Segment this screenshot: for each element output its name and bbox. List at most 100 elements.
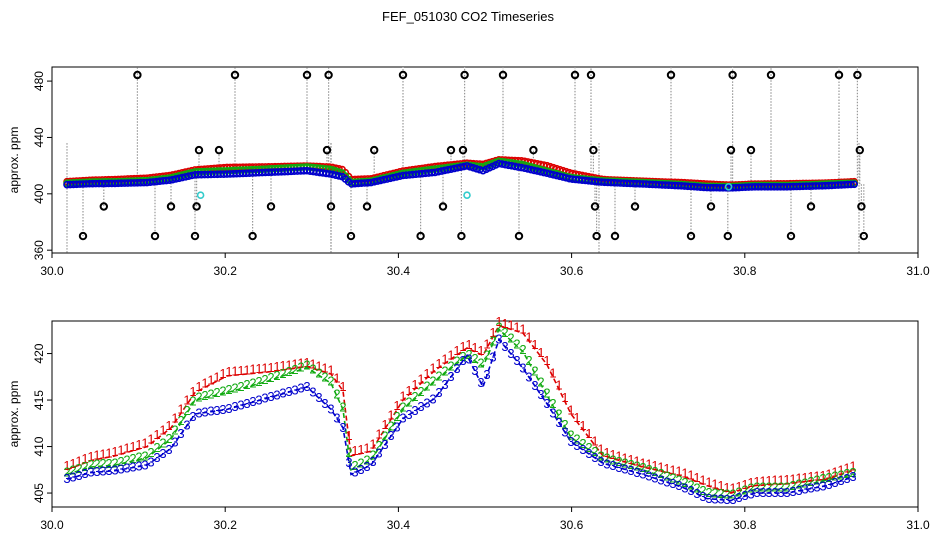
series-marker-1: 1 xyxy=(459,339,466,354)
series-marker-2: 2 xyxy=(591,444,598,459)
series-marker-2: 2 xyxy=(435,368,442,383)
series-marker-1: 1 xyxy=(435,356,442,371)
series-marker-1: 1 xyxy=(813,469,820,484)
series-marker-1: 1 xyxy=(495,314,502,329)
outlier-point xyxy=(133,70,142,80)
series-marker-2: 2 xyxy=(69,463,76,478)
series-line-1 xyxy=(66,324,856,494)
top-series-band xyxy=(63,156,859,192)
series-marker-2: 2 xyxy=(705,485,712,500)
series-marker-2: 2 xyxy=(195,389,202,404)
series-marker-2: 2 xyxy=(297,360,304,375)
series-marker-1: 1 xyxy=(81,451,88,466)
outlier-point xyxy=(746,145,756,155)
series-marker-1: 1 xyxy=(309,357,316,372)
series-marker-3: 3 xyxy=(639,466,646,481)
series-marker-2: 2 xyxy=(399,399,406,414)
series-marker-1: 1 xyxy=(759,473,766,488)
series-marker-1: 1 xyxy=(357,442,364,457)
series-marker-2: 2 xyxy=(465,347,472,362)
series-marker-1: 1 xyxy=(345,428,352,443)
series-marker-3: 3 xyxy=(747,486,754,501)
series-marker-2: 2 xyxy=(213,385,220,400)
series-marker-3: 3 xyxy=(405,407,412,422)
series-marker-3: 3 xyxy=(273,387,280,402)
series-marker-3: 3 xyxy=(849,469,856,484)
outlier-point xyxy=(446,145,456,155)
outlier-point xyxy=(194,145,204,155)
series-marker-1: 1 xyxy=(687,468,694,483)
series-marker-1: 1 xyxy=(117,442,124,457)
series-marker-3: 3 xyxy=(729,492,736,507)
series-marker-1: 1 xyxy=(441,352,448,367)
series-marker-1: 1 xyxy=(645,457,652,472)
bottom-ytick-label: 410 xyxy=(32,436,46,456)
series-marker-2: 2 xyxy=(741,483,748,498)
series-marker-3: 3 xyxy=(459,353,466,368)
series-marker-2: 2 xyxy=(549,396,556,411)
bottom-plot-frame xyxy=(51,320,919,508)
series-marker-3: 3 xyxy=(165,442,172,457)
series-marker-3: 3 xyxy=(99,464,106,479)
series-marker-1: 1 xyxy=(387,408,394,423)
series-marker-3: 3 xyxy=(81,466,88,481)
series-marker-3: 3 xyxy=(411,403,418,418)
series-marker-3: 3 xyxy=(195,405,202,420)
outlier-point xyxy=(586,70,596,80)
top-xtick-label: 31.0 xyxy=(906,264,930,278)
series-marker-2: 2 xyxy=(303,358,310,373)
series-marker-1: 1 xyxy=(795,471,802,486)
bottom-ytick-label: 405 xyxy=(32,483,46,503)
outlier-point xyxy=(398,70,408,80)
outlier-point xyxy=(458,145,468,155)
series-marker-2: 2 xyxy=(501,325,508,340)
outlier-point xyxy=(514,231,524,241)
series-marker-3: 3 xyxy=(657,472,664,487)
series-marker-2: 2 xyxy=(723,487,730,502)
outlier-point xyxy=(706,202,716,211)
series-marker-3: 3 xyxy=(147,454,154,469)
series-marker-3: 3 xyxy=(795,483,802,498)
bottom-xtick-label: 30.0 xyxy=(40,518,64,532)
series-marker-3: 3 xyxy=(285,384,292,399)
series-marker-1: 1 xyxy=(753,474,760,489)
outlier-point xyxy=(806,202,816,211)
series-marker-1: 1 xyxy=(255,361,262,376)
series-marker-3: 3 xyxy=(153,450,160,465)
series-marker-1: 1 xyxy=(429,360,436,375)
outlier-point xyxy=(457,231,466,241)
series-marker-1: 1 xyxy=(165,418,172,433)
top-xtick-label: 30.2 xyxy=(214,264,238,278)
top-xtick-label: 30.4 xyxy=(387,264,411,278)
series-marker-3: 3 xyxy=(117,462,124,477)
series-marker-3: 3 xyxy=(615,460,622,475)
series-marker-1: 1 xyxy=(597,442,604,457)
series-marker-1: 1 xyxy=(633,454,640,469)
series-marker-1: 1 xyxy=(75,453,82,468)
series-marker-2: 2 xyxy=(579,436,586,451)
series-marker-3: 3 xyxy=(579,442,586,457)
series-marker-3: 3 xyxy=(495,332,502,347)
flag-point xyxy=(463,191,471,200)
series-marker-1: 1 xyxy=(375,427,382,442)
top-x-axis: 30.0 30.2 30.4 30.6 30.8 31.0 xyxy=(40,253,930,278)
series-marker-1: 1 xyxy=(531,337,538,352)
series-marker-2: 2 xyxy=(105,456,112,471)
series-marker-3: 3 xyxy=(75,468,82,483)
outlier-point xyxy=(728,70,737,80)
series-marker-3: 3 xyxy=(645,468,652,483)
series-marker-3: 3 xyxy=(255,392,262,407)
series-marker-2: 2 xyxy=(153,440,160,455)
series-marker-1: 1 xyxy=(723,480,730,495)
outlier-point xyxy=(610,231,620,241)
series-marker-2: 2 xyxy=(477,355,484,370)
series-marker-2: 2 xyxy=(357,455,364,470)
series-marker-1: 1 xyxy=(675,464,682,479)
series-marker-2: 2 xyxy=(585,440,592,455)
series-marker-2: 2 xyxy=(333,386,340,401)
series-marker-2: 2 xyxy=(831,469,838,484)
series-marker-2: 2 xyxy=(393,409,400,424)
series-marker-1: 1 xyxy=(405,383,412,398)
series-marker-3: 3 xyxy=(141,457,148,472)
series-marker-2: 2 xyxy=(615,454,622,469)
